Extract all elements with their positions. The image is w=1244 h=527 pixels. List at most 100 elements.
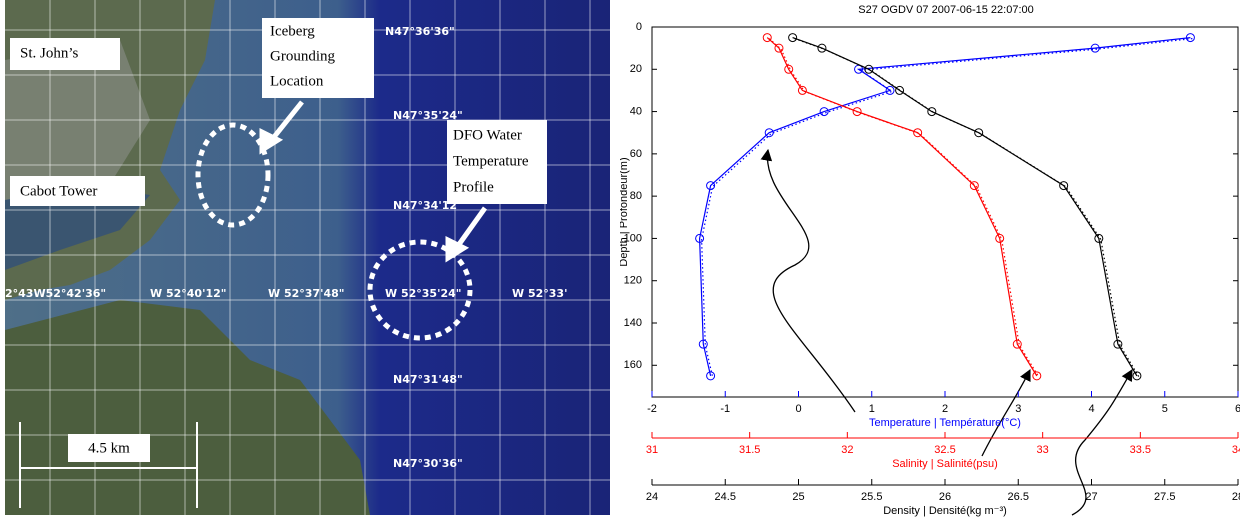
profile-line <box>792 37 1138 377</box>
longitude: W 52°33' <box>512 287 567 300</box>
circles <box>195 122 473 341</box>
profile-point <box>819 107 829 117</box>
latitude: N47°31'48" <box>393 373 463 386</box>
profile-line-dotted <box>700 38 1193 378</box>
y-tick-label: 160 <box>624 359 642 371</box>
profile-point <box>788 33 798 43</box>
x-tick-label: 3 <box>1015 403 1021 415</box>
profile-point <box>762 33 772 43</box>
profile-point <box>695 233 705 243</box>
chart: S27 OGDV 07 2007-06-15 22:07:00 Depth | … <box>620 4 1240 517</box>
label-box <box>262 18 374 98</box>
x-tick-label: 24 <box>646 491 658 503</box>
profile-point <box>1059 181 1069 191</box>
x-tick-label: 25 <box>792 491 804 503</box>
x-tick-label: 1 <box>869 403 875 415</box>
map-label: Temperature <box>453 153 529 169</box>
x-tick-label: 25.5 <box>861 491 882 503</box>
y-tick-label: 20 <box>630 63 642 75</box>
profile-line <box>698 37 1191 377</box>
x-tick-label: 34 <box>1232 444 1240 456</box>
x-tick-label: -2 <box>647 403 657 415</box>
x-axis-title: Temperature | Température(°C) <box>869 417 1021 429</box>
profile-point <box>852 107 862 117</box>
x-tick-label: -1 <box>720 403 730 415</box>
y-tick-label: 60 <box>630 148 642 160</box>
y-tick-label: 120 <box>624 275 642 287</box>
x-tick-label: 26 <box>939 491 951 503</box>
x-tick-label: 27.5 <box>1154 491 1175 503</box>
profile-point <box>969 181 979 191</box>
label-box <box>10 176 145 206</box>
x-tick-label: 26.5 <box>1008 491 1029 503</box>
plot-frame <box>651 26 1239 398</box>
profile-point <box>1012 339 1022 349</box>
latitude: N47°30'36" <box>393 457 463 470</box>
profile-line <box>766 37 1038 377</box>
latitude: N47°35'24" <box>393 109 463 122</box>
profile-point <box>885 85 895 95</box>
x-tick-label: 33 <box>1037 444 1049 456</box>
x-tick-label: 24.5 <box>715 491 736 503</box>
map-label: Grounding <box>270 48 335 64</box>
map-label: DFO Water <box>453 127 522 143</box>
profile-line-dotted <box>794 38 1140 378</box>
label-box <box>447 120 547 204</box>
profile-point <box>1090 43 1100 53</box>
profile-point <box>864 64 874 74</box>
x-tick-label: 33.5 <box>1130 444 1151 456</box>
x-tick-label: 2 <box>942 403 948 415</box>
x-tick-label: 27 <box>1085 491 1097 503</box>
harbour <box>5 185 150 270</box>
profile-point <box>1132 371 1142 381</box>
map-label: Cabot Tower <box>20 183 97 199</box>
profile-point <box>817 43 827 53</box>
profile-point <box>995 233 1005 243</box>
profile-point <box>974 128 984 138</box>
scale-bar <box>19 422 198 508</box>
x-tick-label: 28 <box>1232 491 1240 503</box>
x-axis-title: Density | Densité(kg m⁻³) <box>883 505 1007 517</box>
profile-point <box>895 85 905 95</box>
annotation-arrows <box>760 148 1133 516</box>
map-label: Profile <box>453 179 494 195</box>
chart-title: S27 OGDV 07 2007-06-15 22:07:00 <box>858 4 1034 16</box>
profile-point <box>1094 233 1104 243</box>
latitude: N47°36'36" <box>385 25 455 38</box>
satellite-map: St. John’s Iceberg Grounding Location Ca… <box>5 0 610 515</box>
x-tick-label: 32.5 <box>934 444 955 456</box>
profile-line-dotted <box>768 38 1040 378</box>
profile-point <box>1185 33 1195 43</box>
y-tick-label: 0 <box>636 21 642 33</box>
x-tick-label: 32 <box>841 444 853 456</box>
y-tick-label: 140 <box>624 317 642 329</box>
profile-point <box>927 107 937 117</box>
grid <box>5 0 610 515</box>
label-box <box>68 434 150 462</box>
y-tick-label: 80 <box>630 190 642 202</box>
y-tick-label: 100 <box>624 232 642 244</box>
profile-point <box>706 181 716 191</box>
x-tick-label: 5 <box>1162 403 1168 415</box>
profile-point <box>774 43 784 53</box>
x-tick-label: 0 <box>795 403 801 415</box>
x-axis-title: Salinity | Salinité(psu) <box>892 458 998 470</box>
map-label: Location <box>270 73 324 89</box>
longitude: W 52°35'24" <box>385 287 461 300</box>
latitude: N47°34'12" <box>393 199 463 212</box>
profile-point <box>913 128 923 138</box>
profile-point <box>797 85 807 95</box>
x-tick-label: 6 <box>1235 403 1240 415</box>
longitude: W 52°40'12" <box>150 287 226 300</box>
x-tick-label: 31 <box>646 444 658 456</box>
scale-label: 4.5 km <box>88 440 130 456</box>
profile-point <box>784 64 794 74</box>
x-tick-label: 31.5 <box>739 444 760 456</box>
profile-point <box>706 371 716 381</box>
longitude: W 52°37'48" <box>268 287 344 300</box>
profile-point <box>1113 339 1123 349</box>
arrows <box>259 100 488 263</box>
map-label: St. John’s <box>20 45 79 61</box>
y-tick-label: 40 <box>630 105 642 117</box>
